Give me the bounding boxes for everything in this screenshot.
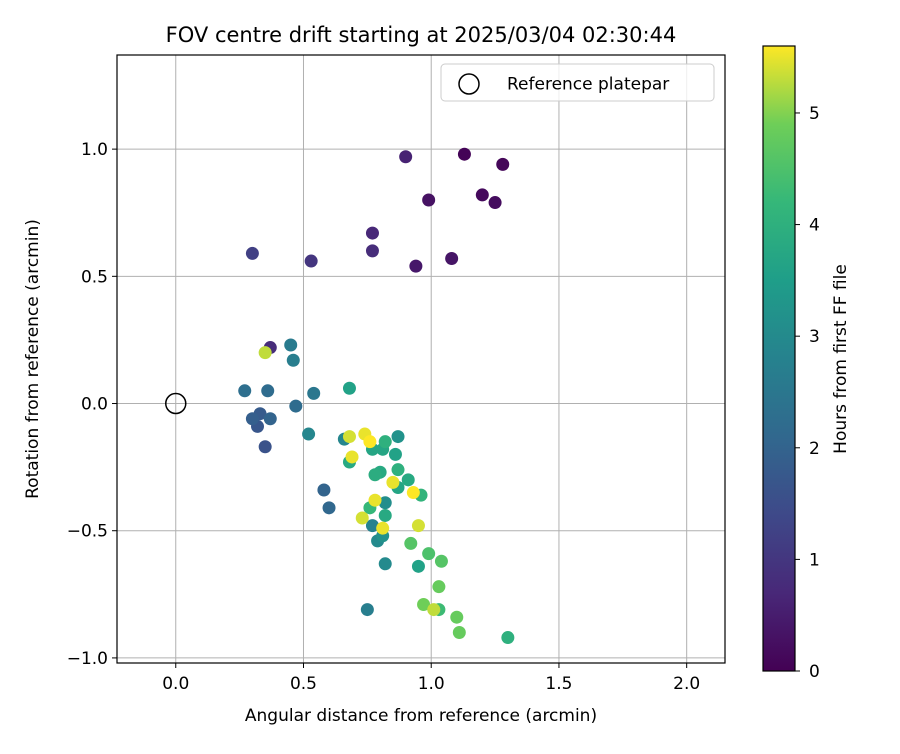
colorbar-tick-label: 5: [809, 104, 820, 124]
data-point: [409, 259, 423, 273]
y-tick-label: 0.5: [81, 267, 108, 287]
data-point: [417, 597, 431, 611]
data-point: [261, 384, 275, 398]
y-tick-label: −0.5: [67, 522, 108, 542]
y-tick-label: −1.0: [67, 649, 108, 669]
legend-marker-icon: [458, 73, 480, 95]
y-axis-label: Rotation from reference (arcmin): [23, 219, 43, 499]
data-point: [452, 625, 466, 639]
plot-frame: [116, 54, 726, 664]
data-point: [378, 557, 392, 571]
data-point: [342, 381, 356, 395]
y-axis-ticks: −1.0 −0.5 0.0 0.5 1.0: [67, 140, 117, 669]
data-points: [238, 147, 515, 645]
data-point: [317, 483, 331, 497]
data-point: [365, 519, 379, 533]
data-point: [258, 346, 272, 360]
x-tick-label: 0.0: [162, 674, 189, 694]
y-tick-label: 0.0: [81, 395, 108, 415]
x-axis-label: Angular distance from reference (arcmin): [245, 706, 597, 726]
data-point: [365, 244, 379, 258]
data-point: [376, 521, 390, 535]
reference-platepar-marker: [165, 392, 187, 415]
colorbar-tick-label: 4: [809, 216, 820, 236]
legend: Reference platepar: [440, 63, 715, 102]
data-point: [289, 399, 303, 413]
data-point: [245, 412, 259, 426]
colorbar-tick-label: 3: [809, 327, 820, 347]
x-tick-label: 2.0: [673, 674, 700, 694]
data-point: [406, 486, 420, 500]
legend-label: Reference platepar: [507, 75, 669, 95]
data-point: [304, 254, 318, 268]
colorbar-gradient: [763, 46, 795, 671]
data-point: [307, 386, 321, 400]
data-point: [401, 473, 415, 487]
y-tick-label: 1.0: [81, 140, 108, 160]
data-point: [378, 508, 392, 522]
data-point: [411, 519, 425, 533]
x-axis-ticks: 0.0 0.5 1.0 1.5 2.0: [162, 663, 700, 694]
data-point: [391, 463, 405, 477]
x-tick-label: 0.5: [290, 674, 317, 694]
x-tick-label: 1.5: [545, 674, 572, 694]
data-point: [286, 353, 300, 367]
data-point: [411, 559, 425, 573]
data-point: [432, 580, 446, 594]
data-point: [445, 252, 459, 266]
data-point: [345, 450, 359, 464]
grid: [117, 55, 725, 663]
data-point: [302, 427, 316, 441]
data-point: [284, 338, 298, 352]
colorbar-tick-label: 0: [809, 662, 820, 682]
data-point: [378, 435, 392, 449]
colorbar-frame: [762, 45, 796, 672]
reference-marker-layer: [165, 392, 187, 415]
data-point: [322, 501, 336, 515]
chart-title: FOV centre drift starting at 2025/03/04 …: [166, 23, 677, 47]
data-point: [342, 430, 356, 444]
data-point: [501, 631, 515, 645]
data-point: [263, 412, 277, 426]
data-point: [258, 440, 272, 454]
data-point: [391, 430, 405, 444]
colorbar: 0 1 2 3 4 5 Hours from first FF file: [762, 45, 851, 682]
data-point: [365, 226, 379, 240]
data-point: [434, 554, 448, 568]
data-point: [475, 188, 489, 202]
data-point: [450, 610, 464, 624]
colorbar-label: Hours from first FF file: [831, 264, 851, 454]
data-point: [245, 246, 259, 260]
data-point: [399, 150, 413, 164]
data-point: [378, 496, 392, 510]
data-point: [422, 547, 436, 561]
data-point: [368, 468, 382, 482]
data-point: [355, 511, 369, 525]
data-point: [404, 536, 418, 550]
data-point: [238, 384, 252, 398]
x-tick-label: 1.0: [418, 674, 445, 694]
data-point: [388, 447, 402, 461]
data-point: [360, 603, 374, 617]
data-point: [368, 493, 382, 507]
colorbar-tick-label: 1: [809, 550, 820, 570]
colorbar-ticks: 0 1 2 3 4 5: [795, 104, 820, 682]
data-point: [488, 196, 502, 210]
colorbar-tick-label: 2: [809, 439, 820, 459]
data-point: [363, 435, 377, 449]
legend-box: [440, 63, 715, 102]
data-point: [386, 475, 400, 489]
data-point: [422, 193, 436, 207]
data-point: [457, 147, 471, 161]
data-point: [427, 603, 441, 617]
data-point: [496, 157, 510, 171]
